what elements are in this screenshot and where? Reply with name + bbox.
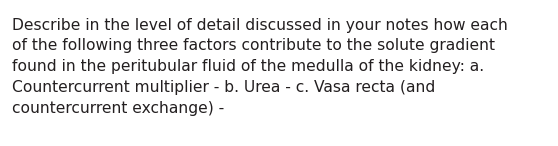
Text: Describe in the level of detail discussed in your notes how each
of the followin: Describe in the level of detail discusse… bbox=[12, 18, 508, 116]
